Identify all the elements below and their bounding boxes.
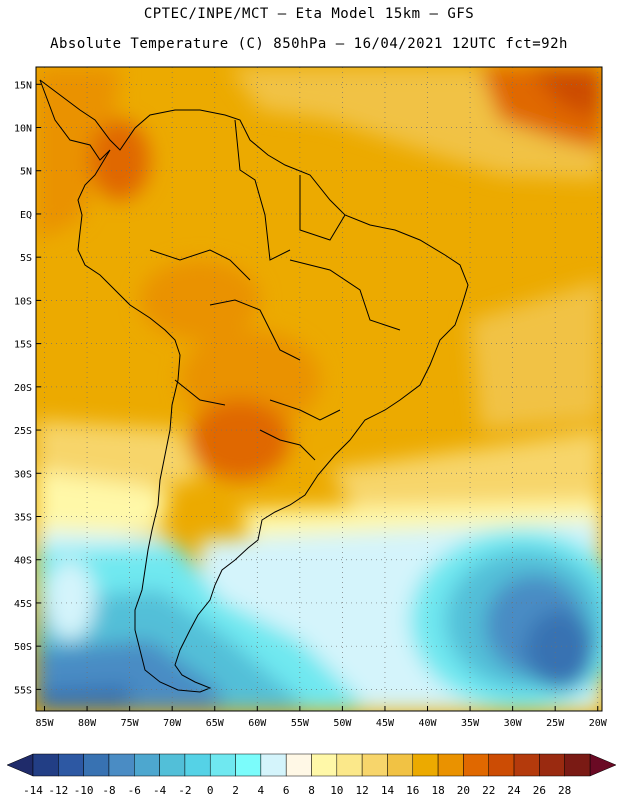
colorbar xyxy=(6,753,617,777)
colorbar-swatch xyxy=(108,753,135,777)
colorbar-label: -2 xyxy=(178,784,191,797)
lon-label: 70W xyxy=(163,718,182,729)
lon-label: 60W xyxy=(248,718,267,729)
lon-label: 30W xyxy=(504,718,523,729)
colorbar-swatch xyxy=(83,753,110,777)
lat-label: 10S xyxy=(14,296,32,307)
colorbar-swatch xyxy=(513,753,540,777)
colorbar-label: 28 xyxy=(558,784,571,797)
colorbar-label: -10 xyxy=(74,784,94,797)
lat-label: 45S xyxy=(14,599,32,610)
colorbar-swatch xyxy=(387,753,414,777)
colorbar-swatch xyxy=(463,753,489,777)
colorbar-low-arrow xyxy=(6,753,34,777)
colorbar-label: 2 xyxy=(232,784,239,797)
lon-label: 75W xyxy=(121,718,140,729)
lat-label: 5N xyxy=(20,167,32,178)
lon-label: 40W xyxy=(418,718,437,729)
colorbar-swatch xyxy=(260,753,287,777)
colorbar-swatch xyxy=(184,753,211,777)
colorbar-label: 12 xyxy=(356,784,369,797)
coastline xyxy=(39,79,469,693)
temperature-field xyxy=(36,67,602,711)
colorbar-swatch xyxy=(564,753,591,777)
colorbar-swatch xyxy=(209,753,236,777)
colorbar-label: -12 xyxy=(48,784,68,797)
colorbar-swatch xyxy=(235,753,262,777)
colorbar-label: -6 xyxy=(128,784,141,797)
lon-label: 45W xyxy=(376,718,395,729)
latitude-labels: 15N 10N 5N EQ 5S 10S 15S 20S 25S 30S 35S 40S 45S 50S 5… xyxy=(14,80,41,696)
colorbar-label: 18 xyxy=(431,784,444,797)
colorbar-label: 10 xyxy=(330,784,343,797)
title-line-1: CPTEC/INPE/MCT – Eta Model 15km – GFS xyxy=(143,6,475,22)
lat-label: 55S xyxy=(14,685,32,696)
lon-label: 80W xyxy=(78,718,97,729)
colorbar-swatch xyxy=(412,753,439,777)
lon-label: 25W xyxy=(546,718,565,729)
colorbar-swatch xyxy=(159,753,186,777)
map-frame xyxy=(35,66,603,712)
colorbar-label: 8 xyxy=(308,784,315,797)
lat-label: 15S xyxy=(14,340,32,351)
colorbar-label: 22 xyxy=(482,784,495,797)
title-line-2: Absolute Temperature (C) 850hPa – 16/04/… xyxy=(50,36,568,52)
colorbar-label: 14 xyxy=(381,784,395,797)
lat-label: 5S xyxy=(20,253,32,264)
colorbar-label: 16 xyxy=(406,784,419,797)
colorbar-swatch xyxy=(539,753,565,777)
lat-label: 25S xyxy=(14,426,32,437)
lon-label: 85W xyxy=(35,718,54,729)
lat-label: 40S xyxy=(14,556,32,567)
lon-label: 35W xyxy=(461,718,480,729)
colorbar-label: 4 xyxy=(258,784,265,797)
colorbar-swatch xyxy=(437,753,464,777)
lon-label: 20W xyxy=(589,718,608,729)
colorbar-label: 24 xyxy=(507,784,521,797)
colorbar-label: 0 xyxy=(207,784,214,797)
colorbar-swatch xyxy=(336,753,363,777)
longitude-labels: 85W 80W 75W 70W 65W 60W 55W 50W 45W 40W 35W 30W 25W 2… xyxy=(35,706,608,729)
lon-label: 65W xyxy=(206,718,225,729)
colorbar-high-arrow xyxy=(589,753,617,777)
colorbar-label: 20 xyxy=(457,784,470,797)
lat-label: 35S xyxy=(14,513,32,524)
colorbar-swatch xyxy=(58,753,84,777)
colorbar-swatch xyxy=(32,753,59,777)
colorbar-swatch xyxy=(285,753,312,777)
colorbar-swatch xyxy=(361,753,388,777)
colorbar-labels: -14 -12 -10 -8 -6 -4 -2 0 2 4 6 8 10 12 14 16 18 20 22 24 26… xyxy=(23,784,571,797)
colorbar-label: -14 xyxy=(23,784,43,797)
colorbar-label: -4 xyxy=(153,784,167,797)
colorbar-swatch xyxy=(134,753,160,777)
lon-label: 50W xyxy=(333,718,352,729)
lat-label: 20S xyxy=(14,383,32,394)
lon-label: 55W xyxy=(291,718,310,729)
colorbar-label: 6 xyxy=(283,784,290,797)
lat-label: 15N xyxy=(14,80,32,91)
lat-label: EQ xyxy=(20,210,32,221)
colorbar-label: 26 xyxy=(533,784,546,797)
colorbar-swatch xyxy=(488,753,515,777)
colorbar-label: -8 xyxy=(102,784,115,797)
lat-label: 10N xyxy=(14,124,32,135)
colorbar-swatch xyxy=(311,753,338,777)
lat-label: 50S xyxy=(14,642,32,653)
lat-label: 30S xyxy=(14,469,32,480)
